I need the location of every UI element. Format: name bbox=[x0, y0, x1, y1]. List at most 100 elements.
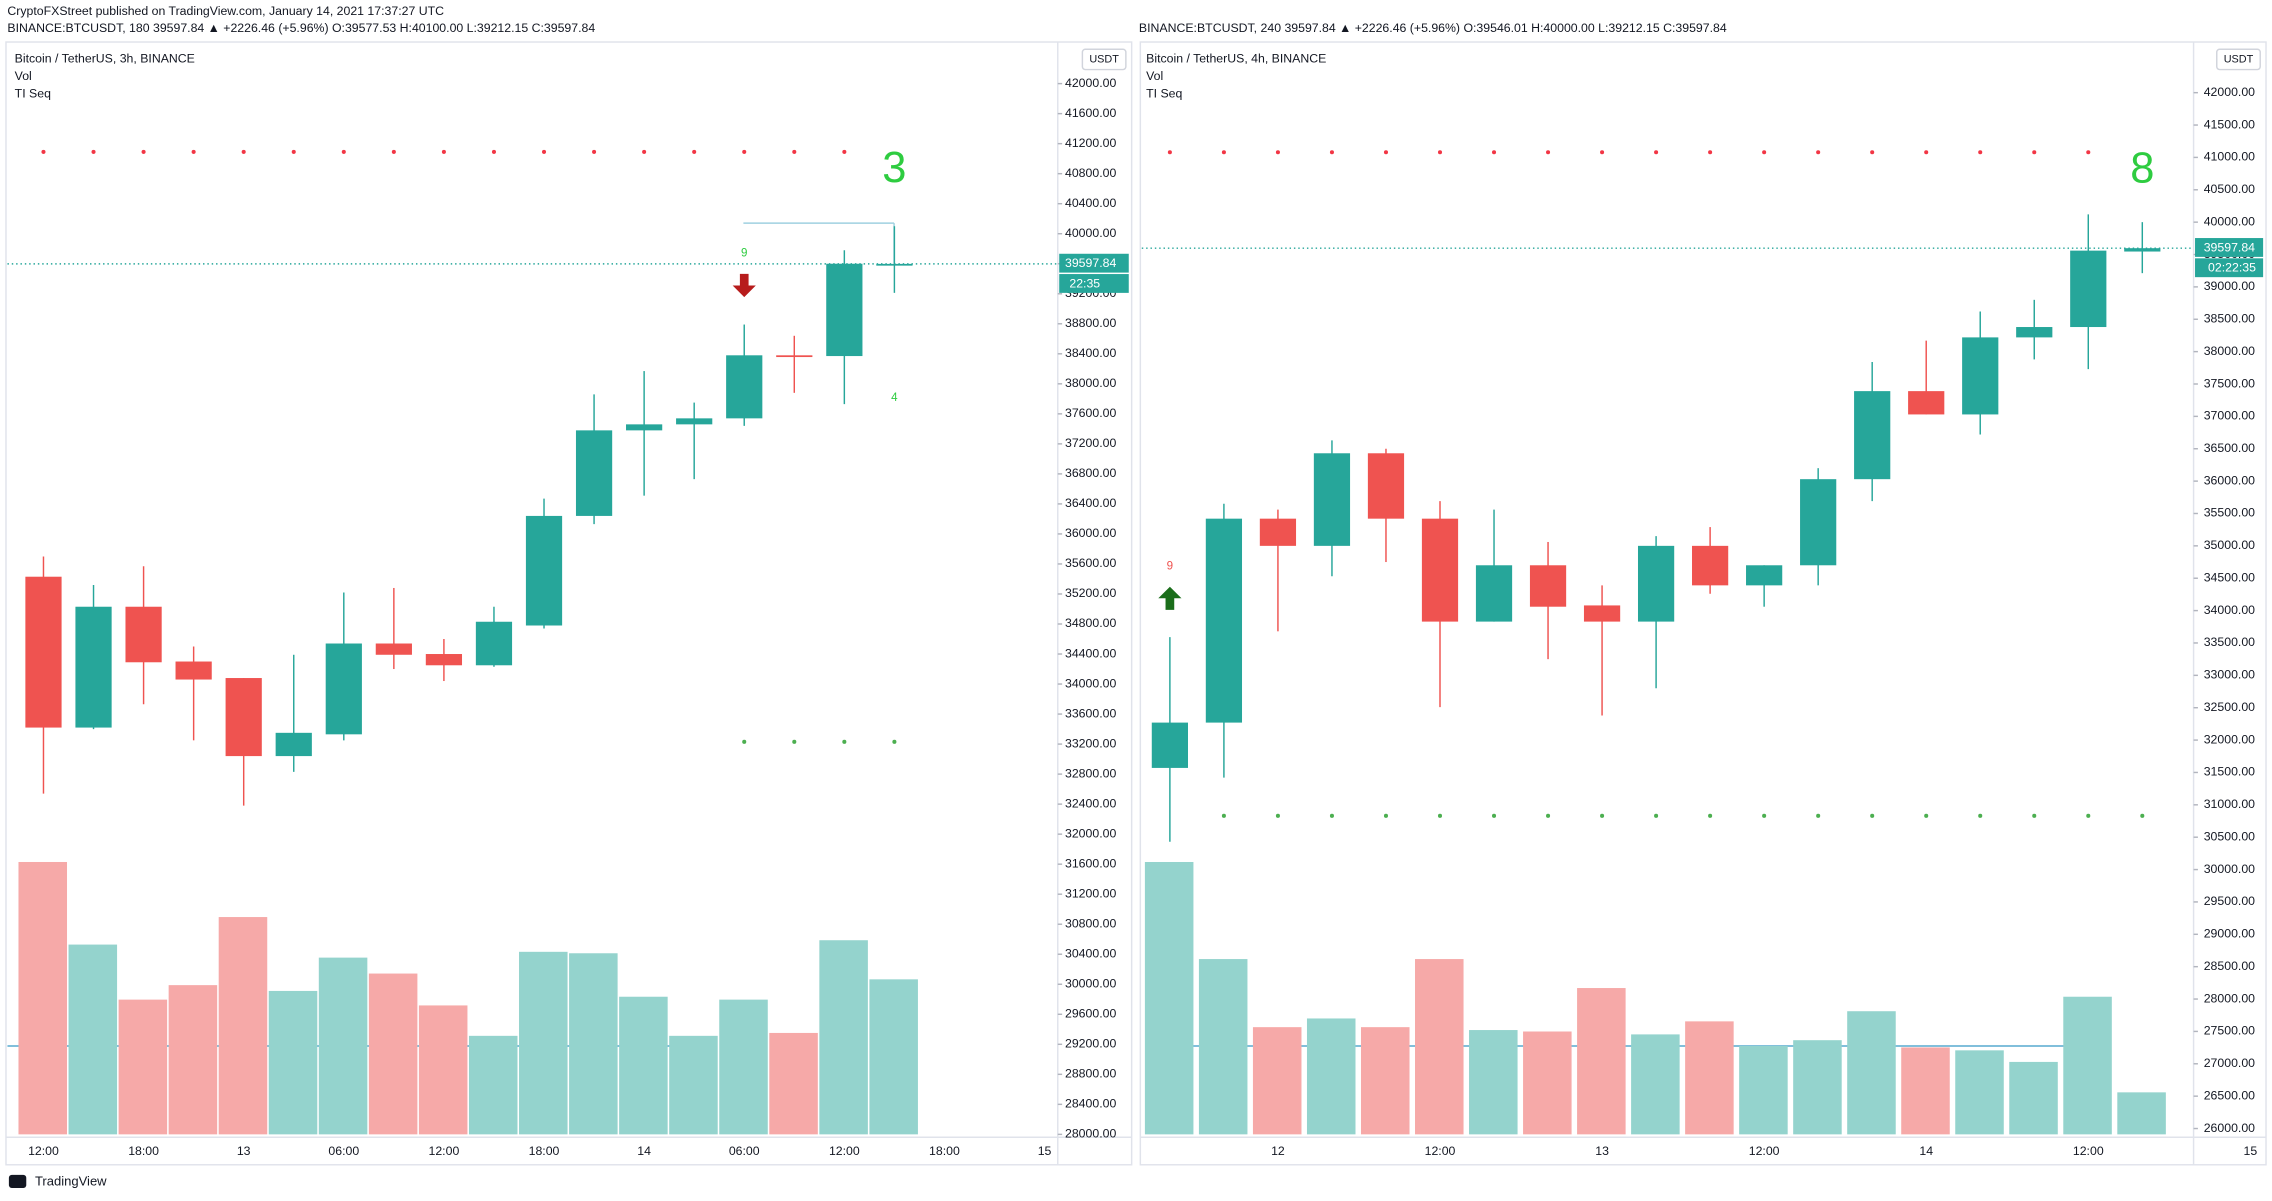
td-dot bbox=[1708, 813, 1713, 818]
volume-bar bbox=[2063, 996, 2112, 1135]
volume-bar bbox=[1144, 861, 1194, 1135]
y-tick-label: 40400.00 bbox=[1065, 196, 1116, 210]
y-tick-label: 35200.00 bbox=[1065, 586, 1116, 600]
y-tick-label: 32800.00 bbox=[1065, 766, 1116, 780]
td-dot bbox=[1546, 150, 1551, 155]
td-dot bbox=[541, 149, 547, 154]
candle-body bbox=[75, 606, 112, 728]
candle-body bbox=[1205, 518, 1243, 723]
candle-body bbox=[1475, 565, 1513, 622]
td-dot bbox=[1762, 150, 1767, 155]
td-dot bbox=[1383, 813, 1389, 818]
y-tick-label: 29500.00 bbox=[2204, 894, 2255, 908]
y-tick-label: 37500.00 bbox=[2204, 376, 2255, 390]
candle-body bbox=[425, 654, 463, 666]
x-tick-label: 12:00 bbox=[2073, 1144, 2104, 1158]
td-dot bbox=[191, 149, 196, 154]
candle-body bbox=[375, 643, 412, 655]
td-dot bbox=[892, 739, 897, 744]
volume-bar bbox=[168, 985, 218, 1135]
td-dot bbox=[1275, 813, 1280, 818]
td-dot bbox=[1708, 150, 1713, 155]
candle-body bbox=[525, 515, 563, 626]
candle-body bbox=[1151, 722, 1188, 768]
volume-bar bbox=[1306, 1018, 1356, 1135]
x-tick-label: 14 bbox=[1919, 1144, 1933, 1158]
y-tick-label: 36000.00 bbox=[2204, 473, 2255, 487]
y-tick-label: 34000.00 bbox=[2204, 603, 2255, 617]
signal-arrow bbox=[732, 273, 756, 298]
td-dot bbox=[391, 149, 396, 154]
candle-body bbox=[1421, 518, 1459, 622]
volume-bar bbox=[468, 1035, 518, 1135]
volume-bar bbox=[1523, 1031, 1572, 1135]
candle-body bbox=[1854, 391, 1891, 480]
y-tick-label: 28800.00 bbox=[1065, 1067, 1116, 1081]
y-tick-label: 36000.00 bbox=[1065, 526, 1116, 540]
td-dot bbox=[1870, 150, 1875, 155]
volume-bar bbox=[118, 999, 168, 1135]
last-price-label: 39597.84 bbox=[2204, 240, 2255, 254]
volume-bar bbox=[569, 953, 618, 1135]
candle-body bbox=[2124, 248, 2161, 252]
volume-bar bbox=[1360, 1027, 1410, 1135]
y-tick-label: 36400.00 bbox=[1065, 496, 1116, 510]
volume-bar bbox=[819, 940, 868, 1135]
candle-body bbox=[325, 643, 362, 735]
td-count: 9 bbox=[741, 247, 747, 259]
volume-bar bbox=[1469, 1030, 1518, 1135]
y-tick-label: 37000.00 bbox=[2204, 409, 2255, 423]
td-dot bbox=[692, 149, 697, 154]
td-dot bbox=[1816, 813, 1821, 818]
y-tick-label: 35600.00 bbox=[1065, 556, 1116, 570]
td-dot bbox=[1275, 150, 1280, 155]
td-dot bbox=[1491, 150, 1497, 155]
volume-bar bbox=[1901, 1047, 1950, 1135]
td-dot bbox=[291, 149, 296, 154]
y-tick-label: 38000.00 bbox=[1065, 376, 1116, 390]
symbol-line: BINANCE:BTCUSDT, 180 39597.84 ▲ +2226.46… bbox=[7, 21, 595, 35]
td-dot bbox=[1546, 813, 1551, 818]
candle-body bbox=[1908, 391, 1945, 415]
y-tick-label: 41600.00 bbox=[1065, 106, 1116, 120]
currency: USDT bbox=[2224, 53, 2254, 65]
candle-body bbox=[2070, 250, 2107, 328]
y-tick-label: 31000.00 bbox=[2204, 797, 2255, 811]
volume-bar bbox=[719, 999, 768, 1135]
y-tick-label: 32000.00 bbox=[2204, 732, 2255, 746]
td-dot bbox=[1654, 813, 1659, 818]
td-dot bbox=[1437, 813, 1443, 818]
td-count: 9 bbox=[1167, 561, 1173, 573]
y-tick-label: 40000.00 bbox=[2204, 214, 2255, 228]
volume-bar bbox=[418, 1005, 468, 1135]
td-dot bbox=[1762, 813, 1767, 818]
td-dot bbox=[1329, 813, 1334, 818]
y-tick-label: 38500.00 bbox=[2204, 312, 2255, 326]
y-tick-label: 30000.00 bbox=[1065, 977, 1116, 991]
td-dot bbox=[792, 149, 797, 154]
td-dot bbox=[1654, 150, 1659, 155]
indicator-name: TI Seq bbox=[15, 86, 51, 100]
countdown: 22:35 bbox=[1069, 276, 1100, 290]
candle-body bbox=[1529, 565, 1567, 607]
indicator-name: Vol bbox=[15, 69, 32, 83]
volume-bar bbox=[18, 861, 68, 1135]
y-tick-label: 32500.00 bbox=[2204, 700, 2255, 714]
volume-bar bbox=[519, 951, 568, 1135]
y-tick-label: 33000.00 bbox=[2204, 668, 2255, 682]
td-dot bbox=[642, 149, 647, 154]
y-tick-label: 30500.00 bbox=[2204, 829, 2255, 843]
x-tick-label: 18:00 bbox=[128, 1144, 159, 1158]
x-tick-label: 06:00 bbox=[328, 1144, 359, 1158]
volume-bar bbox=[769, 1032, 818, 1135]
y-tick-label: 37600.00 bbox=[1065, 406, 1116, 420]
y-tick-label: 34500.00 bbox=[2204, 570, 2255, 584]
candle-body bbox=[676, 418, 713, 425]
y-tick-label: 40500.00 bbox=[2204, 182, 2255, 196]
currency: USDT bbox=[1089, 53, 1119, 65]
td-dot bbox=[1383, 150, 1389, 155]
candle-body bbox=[2016, 327, 2053, 338]
td-dot bbox=[41, 149, 46, 154]
y-tick-label: 41200.00 bbox=[1065, 136, 1116, 150]
y-tick-label: 34800.00 bbox=[1065, 616, 1116, 630]
